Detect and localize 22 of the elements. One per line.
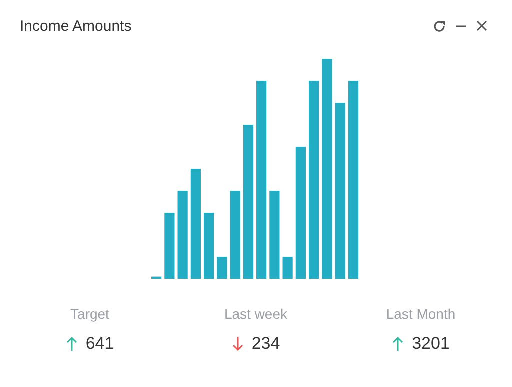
- bar: [309, 81, 320, 279]
- bar: [348, 81, 358, 279]
- text: Target: [70, 306, 110, 322]
- bar: [204, 213, 214, 279]
- bar: [335, 103, 346, 279]
- text: 3201: [412, 334, 450, 354]
- bar: [322, 59, 332, 279]
- bar: [217, 257, 228, 279]
- text: 234: [252, 334, 280, 354]
- bar: [282, 257, 293, 279]
- bar: [296, 147, 306, 279]
- chart-title: Income Amounts: [20, 18, 132, 35]
- text: 641: [86, 334, 114, 354]
- text: Last Month: [385, 306, 457, 322]
- bar: [256, 81, 267, 279]
- bar: [190, 169, 201, 279]
- bar: [164, 213, 175, 279]
- bar: [230, 191, 240, 279]
- bar: [178, 191, 188, 279]
- bar: [243, 125, 254, 279]
- bar: [270, 191, 280, 279]
- text: Last week: [223, 306, 289, 322]
